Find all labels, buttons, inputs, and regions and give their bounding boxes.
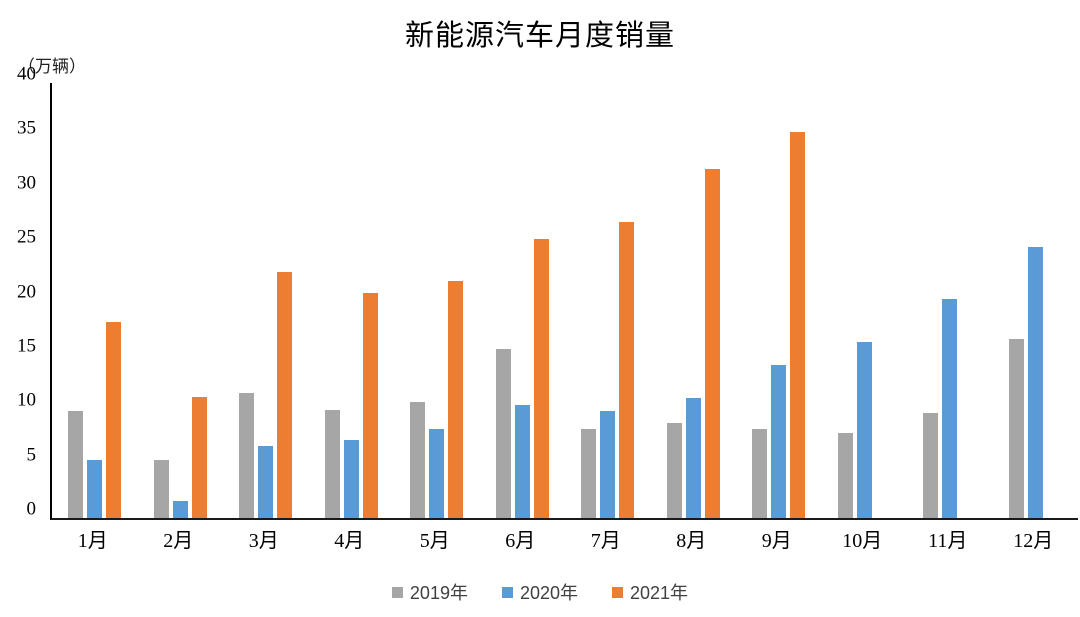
bar-group-12月 xyxy=(993,83,1079,518)
y-tick-label: 40 xyxy=(17,63,36,85)
plot-area xyxy=(50,83,1078,520)
bar-2019年-4月 xyxy=(324,410,340,518)
bar-2019年-8月 xyxy=(666,423,682,518)
bar-2021年-9月 xyxy=(790,131,806,518)
y-tick-label: 35 xyxy=(17,117,36,139)
y-tick-label: 25 xyxy=(17,226,36,248)
bar-2020年-7月 xyxy=(600,411,616,518)
bar-2020年-5月 xyxy=(429,428,445,518)
y-tick-label: 10 xyxy=(17,389,36,411)
bar-2020年-1月 xyxy=(87,460,103,518)
legend: 2019年 2020年 2021年 xyxy=(0,579,1080,605)
bar-2019年-9月 xyxy=(752,428,768,518)
bar-group-2月 xyxy=(138,83,224,518)
bar-2019年-10月 xyxy=(837,433,853,518)
x-axis-label-7月: 7月 xyxy=(590,530,621,552)
bar-groups xyxy=(52,83,1078,518)
legend-swatch-icon xyxy=(501,586,513,598)
x-axis-label-12月: 12月 xyxy=(1013,530,1054,552)
x-axis-label-8月: 8月 xyxy=(676,530,707,552)
bar-2020年-12月 xyxy=(1027,247,1043,518)
bar-2019年-6月 xyxy=(495,349,511,518)
x-axis-label-10月: 10月 xyxy=(842,530,883,552)
y-axis-unit-label: （万辆） xyxy=(18,57,86,76)
bar-group-9月 xyxy=(736,83,822,518)
bar-group-4月 xyxy=(309,83,395,518)
bar-2020年-8月 xyxy=(685,398,701,518)
bar-2020年-10月 xyxy=(856,341,872,518)
x-axis-label-4月: 4月 xyxy=(334,530,365,552)
bar-2021年-3月 xyxy=(277,272,293,518)
bar-group-6月 xyxy=(480,83,566,518)
x-axis-label-2月: 2月 xyxy=(163,530,194,552)
bar-2021年-5月 xyxy=(448,280,464,518)
legend-label: 2021年 xyxy=(630,583,689,603)
bar-2019年-3月 xyxy=(239,392,255,518)
bar-2019年-2月 xyxy=(153,460,169,518)
bar-2020年-6月 xyxy=(514,404,530,518)
bar-2019年-12月 xyxy=(1008,338,1024,518)
bar-2019年-5月 xyxy=(410,401,426,518)
bar-group-10月 xyxy=(822,83,908,518)
x-axis-labels: 1月 2月 3月 4月 5月 6月 7月 8月 9月 10月 11月 12月 xyxy=(50,524,1076,553)
bar-2020年-11月 xyxy=(942,299,958,518)
bar-2020年-2月 xyxy=(172,500,188,518)
y-tick-label: 0 xyxy=(26,498,37,520)
bar-group-1月 xyxy=(52,83,138,518)
legend-swatch-icon xyxy=(612,586,624,598)
y-tick-label: 15 xyxy=(17,335,36,357)
legend-label: 2020年 xyxy=(519,583,579,603)
legend-swatch-icon xyxy=(391,586,403,598)
legend-item-2021年: 2021年 xyxy=(612,579,688,605)
x-axis-label-3月: 3月 xyxy=(248,530,279,552)
bar-2019年-1月 xyxy=(68,411,84,518)
x-axis-label-6月: 6月 xyxy=(505,530,536,552)
bar-2020年-3月 xyxy=(258,446,274,518)
x-axis-label-5月: 5月 xyxy=(419,530,450,552)
legend-item-2019年: 2019年 xyxy=(391,579,468,605)
bar-2021年-4月 xyxy=(362,292,378,518)
bar-group-3月 xyxy=(223,83,309,518)
bar-group-8月 xyxy=(651,83,737,518)
y-tick-label: 5 xyxy=(26,444,37,466)
bar-group-11月 xyxy=(907,83,993,518)
legend-label: 2019年 xyxy=(409,583,468,603)
bar-2020年-4月 xyxy=(343,439,359,518)
bar-2021年-2月 xyxy=(191,397,207,518)
bar-group-7月 xyxy=(565,83,651,518)
x-axis-label-11月: 11月 xyxy=(928,530,968,552)
bar-2020年-9月 xyxy=(771,364,787,518)
legend-item-2020年: 2020年 xyxy=(501,579,579,605)
bar-2019年-11月 xyxy=(923,412,939,518)
x-axis-label-1月: 1月 xyxy=(77,530,108,552)
y-tick-label: 20 xyxy=(17,281,36,302)
bar-2019年-7月 xyxy=(581,428,597,518)
y-tick-label: 30 xyxy=(17,172,36,194)
bar-2021年-8月 xyxy=(704,168,720,518)
bar-group-5月 xyxy=(394,83,480,518)
bar-2021年-1月 xyxy=(106,322,122,518)
bar-2021年-6月 xyxy=(533,238,549,518)
y-axis-tick-labels: 0 5 10 15 20 25 30 35 40 xyxy=(0,65,42,520)
bar-2021年-7月 xyxy=(619,222,635,518)
chart-title: 新能源汽车月度销量 xyxy=(404,20,675,52)
x-axis-label-9月: 9月 xyxy=(761,530,792,552)
